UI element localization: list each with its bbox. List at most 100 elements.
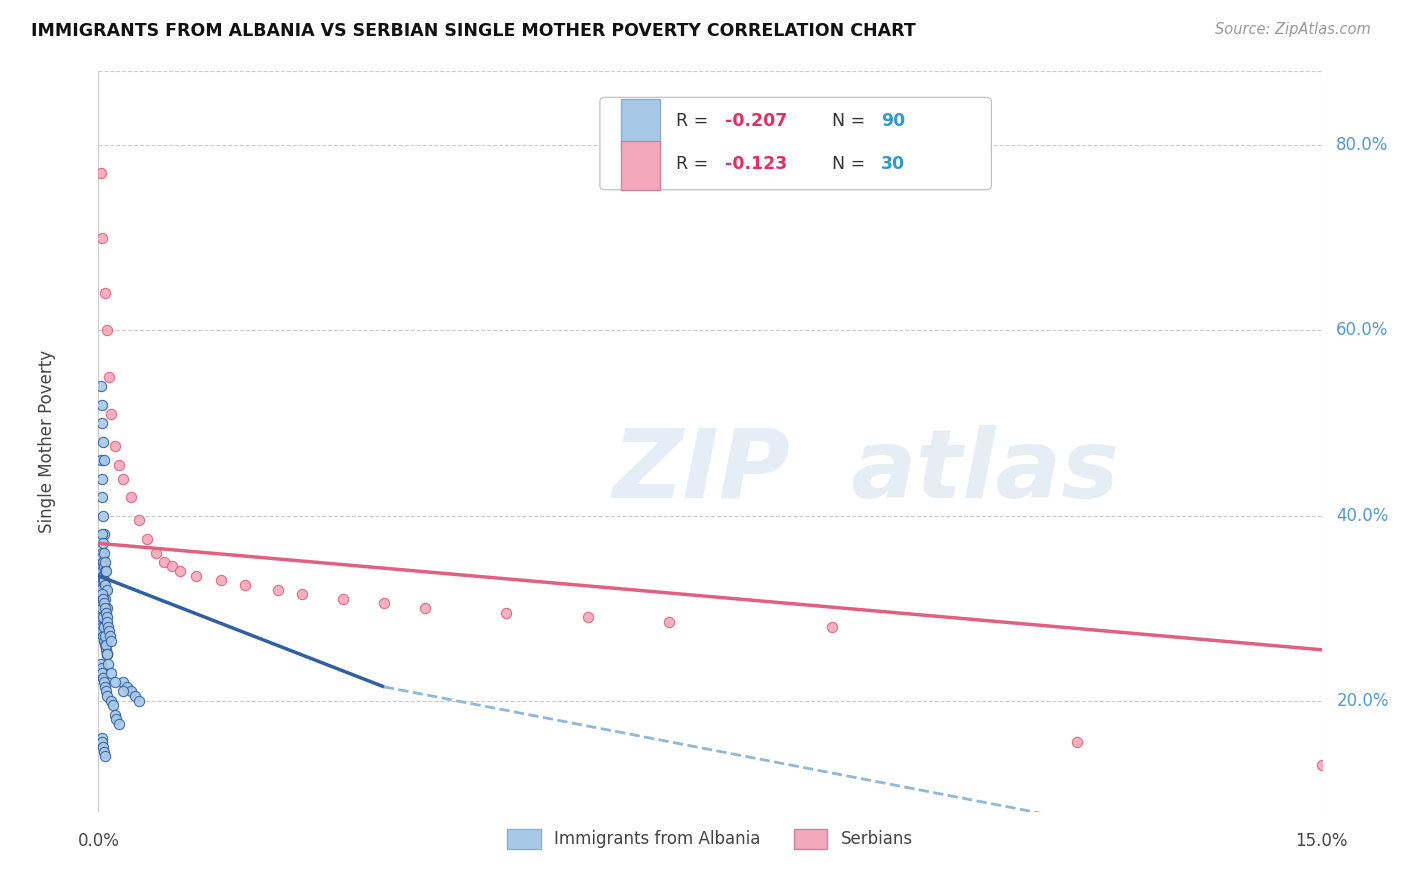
Point xyxy=(91,555,114,569)
Point xyxy=(105,712,128,726)
Text: 80.0%: 80.0% xyxy=(1336,136,1389,154)
Text: IMMIGRANTS FROM ALBANIA VS SERBIAN SINGLE MOTHER POVERTY CORRELATION CHART: IMMIGRANTS FROM ALBANIA VS SERBIAN SINGL… xyxy=(31,22,915,40)
Text: 60.0%: 60.0% xyxy=(1336,321,1389,340)
FancyBboxPatch shape xyxy=(600,97,991,190)
Point xyxy=(91,610,114,624)
Point xyxy=(101,698,124,713)
Point xyxy=(100,633,122,648)
Point xyxy=(94,564,117,578)
Point xyxy=(90,559,112,574)
Point xyxy=(413,601,436,615)
Text: atlas: atlas xyxy=(851,425,1119,517)
Point xyxy=(576,610,599,624)
Point xyxy=(233,578,256,592)
Point xyxy=(93,597,115,611)
Point xyxy=(495,606,517,620)
Point xyxy=(111,675,134,690)
Point xyxy=(104,439,127,453)
Text: 20.0%: 20.0% xyxy=(1336,691,1389,710)
Point xyxy=(128,694,150,708)
Point xyxy=(93,559,115,574)
Point xyxy=(94,749,117,764)
Point xyxy=(120,490,142,504)
Point xyxy=(160,559,183,574)
Point xyxy=(111,471,134,485)
Point xyxy=(93,745,115,759)
Point xyxy=(91,527,114,541)
Point xyxy=(209,574,232,588)
Text: -0.207: -0.207 xyxy=(724,112,787,130)
Point xyxy=(658,615,681,629)
Point xyxy=(90,398,112,412)
Point xyxy=(91,231,114,245)
Point xyxy=(136,532,159,546)
Point xyxy=(124,689,146,703)
Text: 0.0%: 0.0% xyxy=(77,832,120,850)
Point xyxy=(100,665,122,680)
Point xyxy=(98,629,121,643)
FancyBboxPatch shape xyxy=(620,99,659,147)
Point xyxy=(91,568,114,582)
Point xyxy=(94,680,117,694)
Point xyxy=(91,490,114,504)
Point xyxy=(90,166,112,180)
Point xyxy=(97,619,120,633)
Point xyxy=(90,591,112,606)
Text: Single Mother Poverty: Single Mother Poverty xyxy=(38,350,56,533)
Point xyxy=(91,574,114,588)
Point xyxy=(91,434,114,449)
Point xyxy=(186,568,208,582)
Text: 90: 90 xyxy=(882,112,905,130)
Point xyxy=(90,574,112,588)
Point xyxy=(96,601,118,615)
Text: -0.123: -0.123 xyxy=(724,154,787,173)
Point xyxy=(96,689,118,703)
Point xyxy=(90,610,112,624)
Point xyxy=(1310,758,1333,772)
Point xyxy=(91,564,114,578)
Point xyxy=(90,546,112,560)
Point xyxy=(91,601,114,615)
Point xyxy=(91,550,114,565)
Point xyxy=(1066,735,1088,749)
Point xyxy=(94,591,117,606)
Point xyxy=(98,624,121,639)
Point xyxy=(152,555,174,569)
Point xyxy=(91,629,114,643)
Point xyxy=(93,546,115,560)
Text: N =: N = xyxy=(832,154,872,173)
Point xyxy=(90,379,112,393)
Point xyxy=(91,591,114,606)
Point xyxy=(373,597,395,611)
Text: 40.0%: 40.0% xyxy=(1336,507,1389,524)
Point xyxy=(94,582,117,597)
Point xyxy=(91,508,114,523)
Point xyxy=(90,657,112,671)
Point xyxy=(94,286,117,301)
Point xyxy=(90,661,112,675)
Point xyxy=(94,642,117,657)
Point xyxy=(93,582,115,597)
Point xyxy=(100,694,122,708)
Point xyxy=(91,555,114,569)
Text: 15.0%: 15.0% xyxy=(1295,832,1348,850)
Point xyxy=(108,716,131,731)
Point xyxy=(90,619,112,633)
Point xyxy=(93,675,115,690)
Point xyxy=(267,582,290,597)
Point xyxy=(94,638,117,652)
Point xyxy=(90,731,112,745)
Point xyxy=(291,587,314,601)
Point xyxy=(145,546,167,560)
Point xyxy=(169,564,191,578)
Text: Source: ZipAtlas.com: Source: ZipAtlas.com xyxy=(1215,22,1371,37)
Point xyxy=(91,665,114,680)
Point xyxy=(91,739,114,754)
Point xyxy=(97,657,120,671)
Point xyxy=(91,735,114,749)
Point xyxy=(94,555,117,569)
Point xyxy=(90,453,112,467)
Point xyxy=(96,648,118,662)
Text: 30: 30 xyxy=(882,154,905,173)
Point xyxy=(821,619,844,633)
